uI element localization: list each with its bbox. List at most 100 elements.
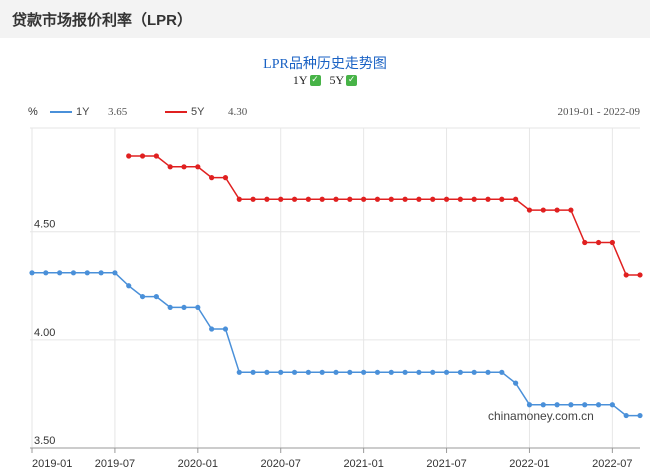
data-point-5y [540, 207, 546, 213]
series-layer [29, 153, 643, 419]
data-point-5y [153, 153, 159, 159]
legend-name-1y: 1Y [76, 106, 90, 118]
data-point-1y [430, 369, 436, 375]
data-point-1y [347, 369, 353, 375]
data-point-1y [361, 369, 367, 375]
data-point-5y [305, 196, 311, 202]
data-point-1y [181, 304, 187, 311]
data-point-1y [264, 369, 270, 375]
data-point-5y [374, 196, 381, 202]
x-tick-label: 2022-07 [592, 458, 632, 470]
header-bar: 贷款市场报价利率（LPR） [0, 0, 650, 38]
y-axis: 3.50 4.00 4.50 [34, 219, 55, 447]
checkbox-checked-icon[interactable]: ✓ [346, 75, 358, 86]
legend-item-1y[interactable]: 1Y [50, 106, 89, 118]
data-point-1y [582, 402, 588, 408]
data-point-5y [430, 196, 436, 202]
data-point-5y [513, 196, 519, 202]
x-tick-label: 2019-01 [32, 458, 72, 470]
data-point-5y [195, 164, 201, 170]
y-tick-label: 4.50 [34, 219, 55, 231]
legend-name-5y: 5Y [191, 106, 205, 118]
data-point-1y [499, 369, 505, 375]
data-point-5y [623, 272, 629, 278]
data-point-5y [264, 196, 270, 202]
data-point-1y [333, 369, 339, 375]
data-point-1y [637, 412, 643, 419]
data-point-1y [457, 369, 463, 375]
data-point-1y [471, 369, 477, 375]
data-point-5y [499, 196, 505, 202]
data-point-1y [29, 270, 35, 276]
legend-value-5y: 4.30 [228, 106, 248, 118]
data-point-1y [485, 369, 491, 375]
data-point-5y [416, 196, 422, 202]
data-point-5y [609, 239, 615, 246]
legend-item-5y[interactable]: 5Y [165, 106, 204, 118]
grid-lines [30, 128, 640, 449]
x-tick-label: 2020-07 [261, 458, 301, 470]
date-range: 2019-01 - 2022-09 [557, 106, 641, 118]
legend-line-icon [165, 111, 187, 113]
data-point-5y [402, 196, 408, 202]
data-point-1y [84, 270, 90, 276]
data-point-5y [250, 196, 256, 202]
y-tick-label: 4.00 [34, 327, 55, 339]
toggle-1y-label: 1Y [292, 73, 308, 87]
data-point-5y [139, 153, 146, 159]
data-point-1y [98, 270, 104, 276]
data-point-1y [195, 304, 201, 311]
data-point-1y [167, 304, 173, 311]
series-line-1y [32, 272, 640, 417]
data-point-5y [222, 175, 229, 181]
data-point-1y [57, 270, 63, 276]
data-point-5y [568, 207, 574, 213]
data-point-1y [388, 369, 394, 375]
x-tick-label: 2021-01 [343, 458, 383, 470]
data-point-5y [485, 196, 491, 202]
toggle-5y[interactable]: 5Y ✓ [330, 73, 358, 88]
data-point-1y [139, 293, 146, 300]
data-point-1y [70, 270, 77, 276]
data-point-1y [305, 369, 311, 375]
data-point-1y [416, 369, 422, 375]
data-point-5y [167, 164, 173, 170]
data-point-1y [126, 283, 132, 289]
data-point-1y [595, 402, 602, 408]
data-point-5y [443, 196, 450, 202]
y-tick-label: 3.50 [34, 435, 55, 447]
data-point-1y [526, 402, 533, 408]
data-point-1y [402, 369, 408, 375]
x-tick-label: 2022-01 [509, 458, 549, 470]
data-point-5y [319, 196, 325, 202]
data-point-1y [623, 412, 629, 419]
data-point-5y [181, 164, 187, 170]
series-toggles: 1Y ✓ 5Y ✓ [0, 73, 650, 88]
legend-row: % 1Y 3.65 5Y 4.30 2019-01 - 2022-09 [0, 106, 650, 122]
data-point-5y [526, 207, 533, 213]
data-point-1y [112, 270, 118, 276]
x-tick-label: 2020-01 [178, 458, 218, 470]
data-point-1y [250, 369, 256, 375]
x-axis: 2019-01 2019-07 2020-01 2020-07 2021-01 2021-… [30, 447, 640, 470]
x-tick-label: 2021-07 [426, 458, 466, 470]
data-point-1y [222, 326, 229, 332]
data-point-5y [582, 239, 588, 246]
data-point-5y [209, 175, 215, 181]
data-point-5y [333, 196, 339, 202]
data-point-1y [609, 402, 615, 408]
data-point-1y [568, 402, 574, 408]
data-point-1y [209, 326, 215, 332]
checkbox-checked-icon[interactable]: ✓ [309, 75, 321, 86]
data-point-5y [126, 153, 132, 159]
legend-value-1y: 3.65 [108, 106, 128, 118]
toggle-5y-label: 5Y [329, 73, 345, 87]
toggle-1y[interactable]: 1Y ✓ [293, 73, 321, 88]
data-point-5y [471, 196, 477, 202]
watermark: chinamoney.com.cn [488, 409, 594, 423]
data-point-5y [388, 196, 394, 202]
data-point-5y [236, 196, 242, 202]
y-unit-label: % [28, 106, 38, 118]
data-point-5y [595, 239, 602, 246]
